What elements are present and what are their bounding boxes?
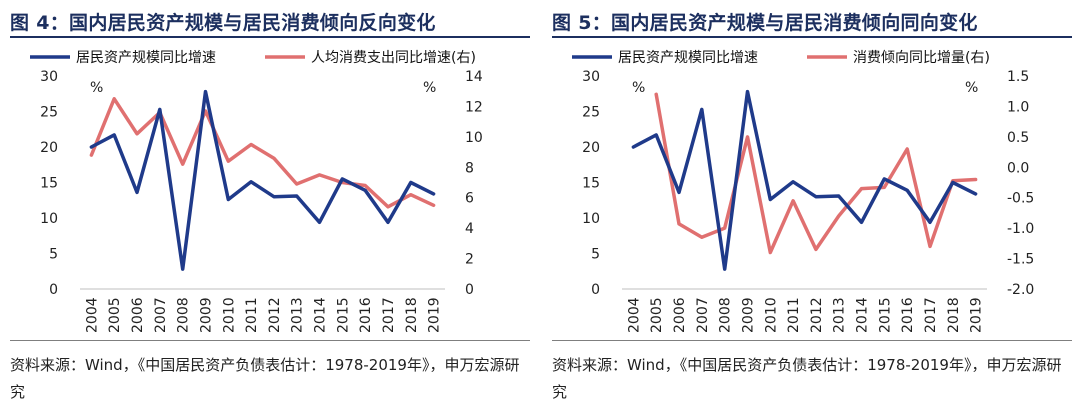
x-tick-label: 2018 <box>404 297 420 333</box>
x-tick-label: 2007 <box>153 297 169 333</box>
series-line <box>631 89 978 271</box>
y2-tick-label: 4 <box>465 221 474 237</box>
x-tick-label: 2012 <box>809 297 825 333</box>
x-tick-label: 2016 <box>358 297 374 333</box>
y2-tick-label: 8 <box>465 160 474 176</box>
y-tick-label: 30 <box>582 69 600 85</box>
x-tick-label: 2009 <box>740 297 756 333</box>
x-tick-label: 2017 <box>381 297 397 333</box>
y-tick-label: 10 <box>582 211 600 227</box>
y2-tick-label: 14 <box>465 69 483 85</box>
x-tick-label: 2006 <box>672 297 688 333</box>
y2-tick-label: -0.5 <box>1007 191 1034 207</box>
x-tick-label: 2014 <box>313 297 329 333</box>
series-line <box>89 97 436 209</box>
x-tick-label: 2010 <box>221 297 237 333</box>
y2-tick-label: -1.0 <box>1007 221 1034 237</box>
x-tick-label: 2007 <box>695 297 711 333</box>
x-tick-label: 2011 <box>244 297 260 333</box>
chart-panel-left: 图 4：国内居民资产规模与居民消费倾向反向变化 居民资产规模同比增速 人均消费支出… <box>10 0 530 411</box>
chart-title: 图 4：国内居民资产规模与居民消费倾向反向变化 <box>10 12 436 34</box>
y2-tick-label: 0 <box>465 282 474 298</box>
legend-label: 居民资产规模同比增速 <box>618 50 758 66</box>
y-unit-label: % <box>90 80 103 96</box>
x-tick-label: 2008 <box>176 297 192 333</box>
y-tick-label: 10 <box>40 211 58 227</box>
x-tick-label: 2019 <box>969 297 985 333</box>
x-tick-label: 2010 <box>763 297 779 333</box>
x-tick-label: 2018 <box>946 297 962 333</box>
x-tick-label: 2015 <box>877 297 893 333</box>
x-tick-label: 2013 <box>290 297 306 333</box>
y-tick-label: 30 <box>40 69 58 85</box>
y2-tick-label: 1.5 <box>1007 69 1029 85</box>
x-tick-label: 2004 <box>626 297 642 333</box>
y-tick-label: 5 <box>591 247 600 263</box>
footer-rule <box>552 340 1072 341</box>
x-tick-label: 2004 <box>84 297 100 333</box>
y2-tick-label: -1.5 <box>1007 252 1034 268</box>
y2-unit-label: % <box>423 80 436 96</box>
y-tick-label: 15 <box>582 176 600 192</box>
chart-panel-right: 图 5：国内居民资产规模与居民消费倾向同向变化 居民资产规模同比增速 消费倾向同比… <box>552 0 1072 411</box>
x-tick-label: 2012 <box>267 297 283 333</box>
x-tick-label: 2017 <box>923 297 939 333</box>
legend-label: 人均消费支出同比增速(右) <box>311 50 476 66</box>
x-tick-label: 2009 <box>198 297 214 333</box>
source-note: 资料来源：Wind，《中国居民资产负债表估计：1978-2019年》，申万宏源研… <box>10 356 520 401</box>
x-tick-label: 2005 <box>649 297 665 333</box>
title-rule <box>10 36 530 38</box>
title-rule <box>552 36 1072 38</box>
x-tick-label: 2019 <box>427 297 443 333</box>
y-tick-label: 0 <box>49 282 58 298</box>
y-tick-label: 25 <box>40 105 58 121</box>
x-tick-label: 2008 <box>718 297 734 333</box>
x-tick-label: 2014 <box>855 297 871 333</box>
y-tick-label: 20 <box>40 140 58 156</box>
y2-tick-label: 10 <box>465 130 483 146</box>
x-tick-label: 2016 <box>900 297 916 333</box>
chart-title: 图 5：国内居民资产规模与居民消费倾向同向变化 <box>552 12 978 34</box>
chart-svg: 居民资产规模同比增速 人均消费支出同比增速(右) 0 5 10 15 20 25 30 0 2 4 6 8… <box>30 50 483 333</box>
y-tick-label: 0 <box>591 282 600 298</box>
y-tick-label: 15 <box>40 176 58 192</box>
x-tick-label: 2015 <box>335 297 351 333</box>
y2-tick-label: -2.0 <box>1007 282 1034 298</box>
x-tick-label: 2005 <box>107 297 123 333</box>
footer-rule <box>10 340 530 341</box>
y2-tick-label: 0.0 <box>1007 160 1029 176</box>
y2-tick-label: 2 <box>465 252 474 268</box>
y2-tick-label: 0.5 <box>1007 130 1029 146</box>
y-tick-label: 20 <box>582 140 600 156</box>
y2-tick-label: 1.0 <box>1007 99 1029 115</box>
series-line <box>89 89 436 271</box>
y-tick-label: 25 <box>582 105 600 121</box>
y-tick-label: 5 <box>49 247 58 263</box>
y2-tick-label: 12 <box>465 99 483 115</box>
y2-tick-label: 6 <box>465 191 474 207</box>
x-tick-label: 2011 <box>786 297 802 333</box>
x-tick-label: 2013 <box>832 297 848 333</box>
legend-label: 消费倾向同比增量(右) <box>853 50 990 66</box>
legend-label: 居民资产规模同比增速 <box>76 50 216 66</box>
y-unit-label: % <box>632 80 645 96</box>
chart-svg: 居民资产规模同比增速 消费倾向同比增量(右) 0 5 10 15 20 25 30 -2.0 -1.… <box>572 50 1034 333</box>
source-note: 资料来源：Wind，《中国居民资产负债表估计：1978-2019年》，申万宏源研… <box>552 356 1062 401</box>
y2-unit-label: % <box>965 80 978 96</box>
x-tick-label: 2006 <box>130 297 146 333</box>
